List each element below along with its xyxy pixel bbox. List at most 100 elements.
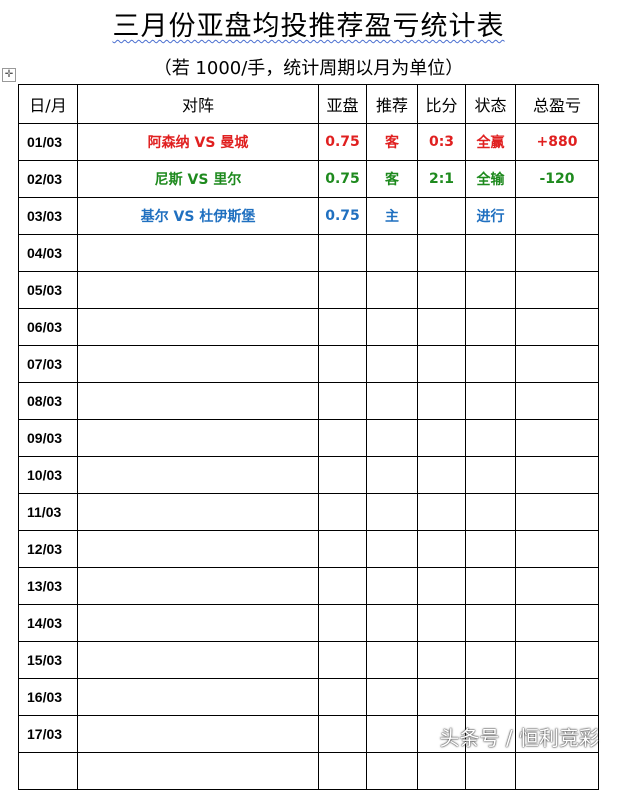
cell-date[interactable]: 07/03 — [18, 345, 78, 383]
cell-line[interactable] — [318, 530, 367, 568]
cell-match[interactable] — [77, 530, 319, 568]
cell-pick[interactable] — [366, 752, 418, 790]
cell-score[interactable]: 2:1 — [417, 160, 466, 198]
cell-match[interactable] — [77, 382, 319, 420]
cell-pl[interactable] — [515, 382, 599, 420]
cell-match[interactable] — [77, 234, 319, 272]
cell-pl[interactable] — [515, 197, 599, 235]
cell-pl[interactable]: -120 — [515, 160, 599, 198]
cell-pl[interactable] — [515, 419, 599, 457]
cell-line[interactable]: 0.75 — [318, 123, 367, 161]
cell-pl[interactable] — [515, 308, 599, 346]
cell-match[interactable]: 基尔 VS 杜伊斯堡 — [77, 197, 319, 235]
cell-date[interactable]: 03/03 — [18, 197, 78, 235]
cell-match[interactable]: 阿森纳 VS 曼城 — [77, 123, 319, 161]
cell-pick[interactable] — [366, 271, 418, 309]
cell-status[interactable]: 全赢 — [465, 123, 516, 161]
cell-status[interactable] — [465, 715, 516, 753]
cell-match[interactable] — [77, 456, 319, 494]
cell-line[interactable] — [318, 345, 367, 383]
cell-status[interactable]: 进行 — [465, 197, 516, 235]
cell-date[interactable]: 13/03 — [18, 567, 78, 605]
cell-score[interactable] — [417, 641, 466, 679]
cell-date[interactable]: 05/03 — [18, 271, 78, 309]
cell-match[interactable] — [77, 308, 319, 346]
cell-date[interactable]: 16/03 — [18, 678, 78, 716]
cell-pl[interactable] — [515, 678, 599, 716]
cell-pl[interactable] — [515, 715, 599, 753]
cell-pick[interactable] — [366, 530, 418, 568]
cell-pick[interactable] — [366, 715, 418, 753]
cell-match[interactable] — [77, 567, 319, 605]
cell-score[interactable] — [417, 197, 466, 235]
cell-date[interactable] — [18, 752, 78, 790]
cell-status[interactable] — [465, 678, 516, 716]
cell-date[interactable]: 04/03 — [18, 234, 78, 272]
cell-date[interactable]: 14/03 — [18, 604, 78, 642]
cell-pick[interactable] — [366, 419, 418, 457]
cell-date[interactable]: 09/03 — [18, 419, 78, 457]
cell-pl[interactable] — [515, 345, 599, 383]
cell-date[interactable]: 10/03 — [18, 456, 78, 494]
cell-date[interactable]: 17/03 — [18, 715, 78, 753]
cell-match[interactable] — [77, 345, 319, 383]
cell-line[interactable] — [318, 382, 367, 420]
cell-pick[interactable]: 客 — [366, 160, 418, 198]
cell-pl[interactable]: +880 — [515, 123, 599, 161]
cell-pl[interactable] — [515, 604, 599, 642]
cell-match[interactable] — [77, 604, 319, 642]
cell-score[interactable]: 0:3 — [417, 123, 466, 161]
cell-date[interactable]: 12/03 — [18, 530, 78, 568]
cell-score[interactable] — [417, 567, 466, 605]
cell-pick[interactable] — [366, 456, 418, 494]
cell-pl[interactable] — [515, 493, 599, 531]
cell-score[interactable] — [417, 530, 466, 568]
cell-score[interactable] — [417, 234, 466, 272]
cell-pick[interactable] — [366, 308, 418, 346]
cell-status[interactable]: 全输 — [465, 160, 516, 198]
cell-score[interactable] — [417, 271, 466, 309]
cell-status[interactable] — [465, 308, 516, 346]
cell-line[interactable] — [318, 752, 367, 790]
cell-match[interactable] — [77, 419, 319, 457]
cell-match[interactable] — [77, 715, 319, 753]
cell-score[interactable] — [417, 308, 466, 346]
cell-line[interactable] — [318, 456, 367, 494]
cell-match[interactable] — [77, 641, 319, 679]
table-move-handle-icon[interactable]: ✛ — [2, 68, 16, 82]
cell-match[interactable] — [77, 493, 319, 531]
cell-line[interactable] — [318, 419, 367, 457]
cell-pick[interactable]: 主 — [366, 197, 418, 235]
cell-date[interactable]: 02/03 — [18, 160, 78, 198]
cell-score[interactable] — [417, 345, 466, 383]
cell-score[interactable] — [417, 715, 466, 753]
cell-status[interactable] — [465, 234, 516, 272]
cell-status[interactable] — [465, 456, 516, 494]
cell-pl[interactable] — [515, 271, 599, 309]
cell-line[interactable] — [318, 715, 367, 753]
cell-line[interactable] — [318, 678, 367, 716]
cell-score[interactable] — [417, 493, 466, 531]
cell-pl[interactable] — [515, 752, 599, 790]
cell-date[interactable]: 01/03 — [18, 123, 78, 161]
cell-line[interactable] — [318, 567, 367, 605]
cell-status[interactable] — [465, 530, 516, 568]
cell-status[interactable] — [465, 641, 516, 679]
cell-line[interactable] — [318, 641, 367, 679]
cell-pick[interactable] — [366, 234, 418, 272]
cell-pl[interactable] — [515, 567, 599, 605]
cell-status[interactable] — [465, 567, 516, 605]
cell-pl[interactable] — [515, 641, 599, 679]
cell-pl[interactable] — [515, 530, 599, 568]
cell-date[interactable]: 15/03 — [18, 641, 78, 679]
cell-pick[interactable] — [366, 567, 418, 605]
cell-line[interactable] — [318, 271, 367, 309]
cell-pl[interactable] — [515, 456, 599, 494]
cell-date[interactable]: 11/03 — [18, 493, 78, 531]
cell-status[interactable] — [465, 752, 516, 790]
cell-match[interactable] — [77, 752, 319, 790]
cell-date[interactable]: 08/03 — [18, 382, 78, 420]
cell-line[interactable] — [318, 234, 367, 272]
cell-pick[interactable] — [366, 641, 418, 679]
cell-pick[interactable]: 客 — [366, 123, 418, 161]
